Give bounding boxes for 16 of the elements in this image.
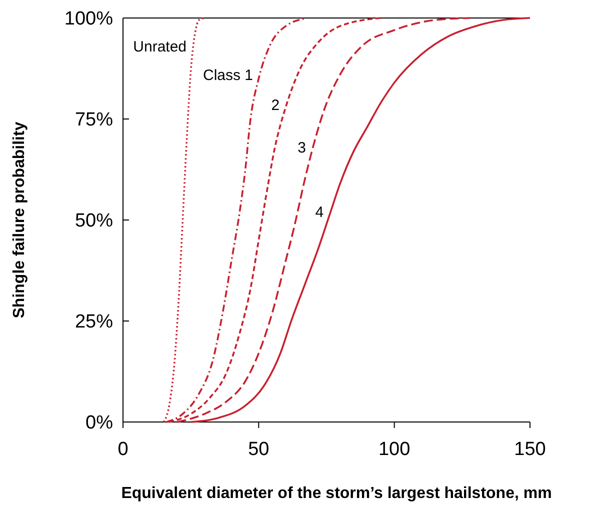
x-tick-label: 150 [514, 439, 546, 460]
x-tick-label: 100 [378, 439, 410, 460]
y-axis-title: Shingle failure probability [11, 122, 28, 318]
series-label: Unrated [133, 38, 187, 56]
y-tick-label: 0% [86, 412, 114, 434]
x-tick-label: 50 [248, 439, 270, 460]
y-tick-label: 25% [74, 312, 114, 333]
series-label: Class 1 [202, 66, 254, 84]
x-axis-title: Equivalent diameter of the storm’s largest hailstone, mm [121, 485, 552, 502]
y-tick-label: 100% [64, 8, 114, 30]
series-label: 4 [315, 204, 324, 222]
x-tick-label: 0 [118, 439, 128, 460]
y-tick-label: 75% [74, 110, 114, 131]
y-tick-label: 50% [74, 210, 114, 232]
series-label: 2 [271, 97, 280, 114]
series-label: 3 [298, 140, 306, 157]
